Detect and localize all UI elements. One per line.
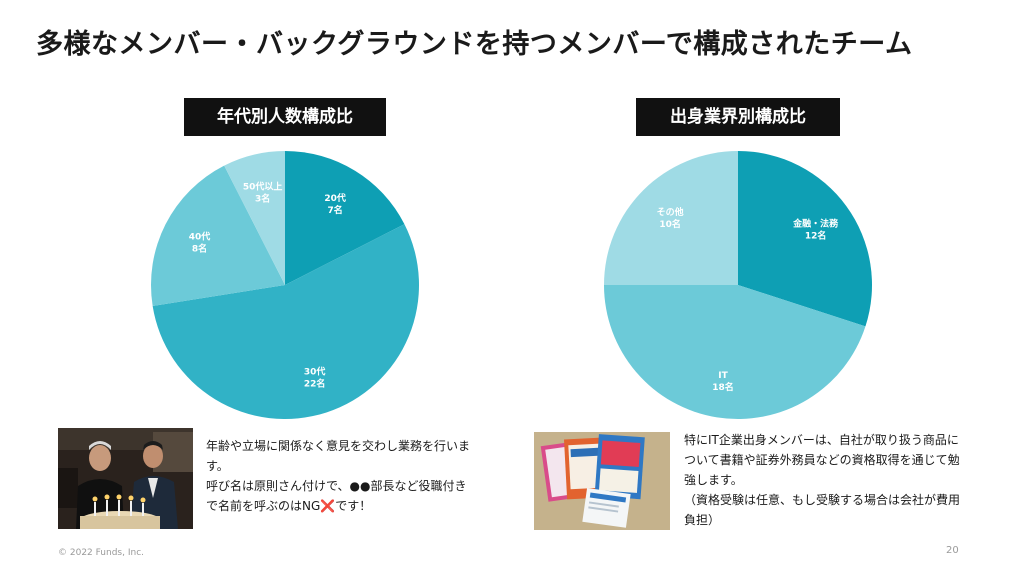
team-celebration-photo bbox=[58, 428, 193, 529]
age-slice-label-1: 30代 22名 bbox=[304, 365, 326, 389]
copyright-footer: © 2022 Funds, Inc. bbox=[58, 548, 145, 558]
industry-pie-chart: 金融・法務 12名 IT 18名 その他 10名 bbox=[604, 151, 872, 419]
page-number: 20 bbox=[946, 545, 959, 556]
team-culture-description: 年齢や立場に関係なく意見を交わし業務を行います。 呼び名は原則さん付けで、●●部… bbox=[206, 436, 476, 516]
age-slice-2 bbox=[151, 165, 285, 306]
study-paragraph-1: 特にIT企業出身メンバーは、自社が取り扱う商品について書籍や証券外務員などの資格… bbox=[684, 433, 960, 487]
study-paragraph-2: （資格受験は任意、もし受験する場合は会社が費用負担） bbox=[684, 493, 961, 527]
industry-slice-0 bbox=[738, 151, 872, 327]
culture-paragraph-2-text: 呼び名は原則さん付けで、●●部長など役職付きで名前を呼ぶのはNG bbox=[206, 479, 467, 513]
culture-paragraph-2-end: です！ bbox=[335, 499, 372, 513]
age-slice-label-3: 50代以上 3名 bbox=[243, 181, 283, 205]
industry-slice-label-0: 金融・法務 12名 bbox=[792, 218, 839, 242]
industry-slice-1 bbox=[604, 285, 866, 419]
industry-slice-label-1: IT 18名 bbox=[712, 371, 734, 393]
age-slice-label-0: 20代 7名 bbox=[324, 192, 346, 216]
slide-title: 多様なメンバー・バックグラウンドを持つメンバーで構成されたチーム bbox=[36, 29, 913, 60]
study-books-photo bbox=[534, 432, 670, 530]
age-pie-chart: 20代 7名 30代 22名 40代 8名 50代以上 3名 bbox=[151, 151, 419, 420]
culture-paragraph-2: 呼び名は原則さん付けで、●●部長など役職付きで名前を呼ぶのはNG❌です！ bbox=[206, 476, 476, 516]
industry-slice-label-2: その他 10名 bbox=[657, 206, 684, 230]
industry-chart-label: 出身業界別構成比 bbox=[636, 98, 840, 136]
age-slice-0 bbox=[285, 151, 405, 285]
industry-slice-2 bbox=[604, 151, 738, 285]
age-slice-1 bbox=[152, 224, 419, 420]
age-slice-label-2: 40代 8名 bbox=[189, 230, 211, 254]
culture-paragraph-1: 年齢や立場に関係なく意見を交わし業務を行います。 bbox=[206, 439, 471, 473]
ng-cross-icon: ❌ bbox=[320, 499, 336, 513]
study-description: 特にIT企業出身メンバーは、自社が取り扱う商品について書籍や証券外務員などの資格… bbox=[684, 430, 960, 530]
age-slice-3 bbox=[224, 151, 285, 285]
age-chart-label: 年代別人数構成比 bbox=[184, 98, 386, 136]
